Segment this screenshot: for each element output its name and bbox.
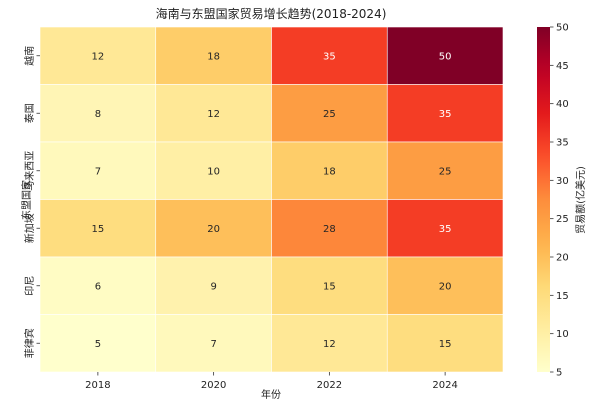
cell-value-label: 12 (207, 109, 220, 120)
colorbar-tick-label: 50 (556, 23, 569, 34)
heatmap-cell (39, 256, 157, 315)
colorbar-tick-label: 10 (556, 329, 569, 340)
colorbar-tick-label: 45 (556, 61, 569, 72)
colorbar-tick-label: 5 (556, 368, 562, 379)
colorbar-tick-label: 20 (556, 253, 569, 264)
heatmap-cell (386, 256, 504, 315)
colorbar-ticks: 5 10 15 20 25 30 35 40 45 50 (550, 23, 569, 379)
cell-value-label: 12 (92, 51, 105, 62)
cell-value-label: 15 (323, 281, 336, 292)
cell-value-label: 25 (323, 109, 336, 120)
x-axis-label: 年份 (261, 388, 281, 401)
y-tick-label: 菲律宾 (23, 328, 36, 358)
heatmap-cells (39, 26, 504, 373)
x-tick-label: 2024 (432, 380, 457, 391)
cell-value-label: 15 (439, 339, 452, 350)
heatmap-cell (386, 199, 504, 258)
heatmap-cell (386, 141, 504, 200)
y-tick-label: 马来西亚 (24, 151, 36, 191)
y-axis-label: 东盟国家 (20, 180, 33, 220)
heatmap-cell (271, 314, 388, 373)
colorbar-tick-label: 40 (556, 99, 569, 110)
chart-title: 海南与东盟国家贸易增长趋势(2018-2024) (156, 6, 387, 21)
heatmap-cell (155, 26, 272, 85)
cell-value-label: 50 (439, 51, 452, 62)
x-tick-label: 2020 (201, 380, 226, 391)
cell-value-label: 35 (323, 51, 336, 62)
colorbar-label: 贸易额(亿美元) (574, 166, 587, 234)
cell-value-label: 28 (323, 224, 336, 235)
heatmap-cell (39, 84, 157, 143)
cell-value-label: 20 (207, 224, 220, 235)
x-axis-ticks: 2018 2020 2022 2024 (85, 372, 458, 391)
cell-value-label: 18 (323, 166, 336, 177)
heatmap-cell (155, 314, 272, 373)
cell-value-label: 25 (439, 166, 452, 177)
cell-value-label: 18 (207, 51, 220, 62)
y-tick-label: 泰国 (23, 103, 36, 123)
colorbar (537, 27, 550, 372)
cell-value-label: 35 (439, 109, 452, 120)
heatmap-cell (155, 84, 272, 143)
heatmap-cell (155, 199, 272, 258)
cell-value-label: 35 (439, 224, 452, 235)
heatmap-cell (155, 256, 272, 315)
cell-value-label: 10 (207, 166, 220, 177)
cell-value-label: 15 (92, 224, 105, 235)
cell-labels: 12 18 35 50 8 12 25 35 7 10 18 25 15 20 28 35 6 9 15 20 5 7 12… (92, 51, 452, 350)
heatmap-cell (386, 314, 504, 373)
heatmap-cell (39, 199, 157, 258)
colorbar-tick-label: 25 (556, 214, 569, 225)
cell-value-label: 7 (210, 339, 216, 350)
heatmap-cell (39, 26, 157, 85)
colorbar-tick-label: 35 (556, 138, 569, 149)
colorbar-tick-label: 15 (556, 291, 569, 302)
cell-value-label: 12 (323, 339, 336, 350)
cell-value-label: 20 (439, 281, 452, 292)
heatmap-cell (39, 314, 157, 373)
cell-value-label: 9 (210, 281, 216, 292)
cell-value-label: 7 (95, 166, 101, 177)
heatmap-cell (386, 84, 504, 143)
heatmap-cell (271, 26, 388, 85)
cell-value-label: 8 (95, 109, 101, 120)
heatmap-cell (271, 199, 388, 258)
heatmap-cell (271, 256, 388, 315)
y-tick-label: 印尼 (24, 276, 36, 296)
colorbar-tick-label: 30 (556, 176, 569, 187)
heatmap-cell (155, 141, 272, 200)
heatmap-cell (386, 26, 504, 85)
y-tick-label: 越南 (23, 46, 36, 66)
y-tick-label: 新加坡 (23, 213, 36, 243)
cell-value-label: 5 (95, 339, 101, 350)
x-tick-label: 2022 (317, 380, 342, 391)
cell-value-label: 6 (95, 281, 101, 292)
x-tick-label: 2018 (85, 380, 110, 391)
